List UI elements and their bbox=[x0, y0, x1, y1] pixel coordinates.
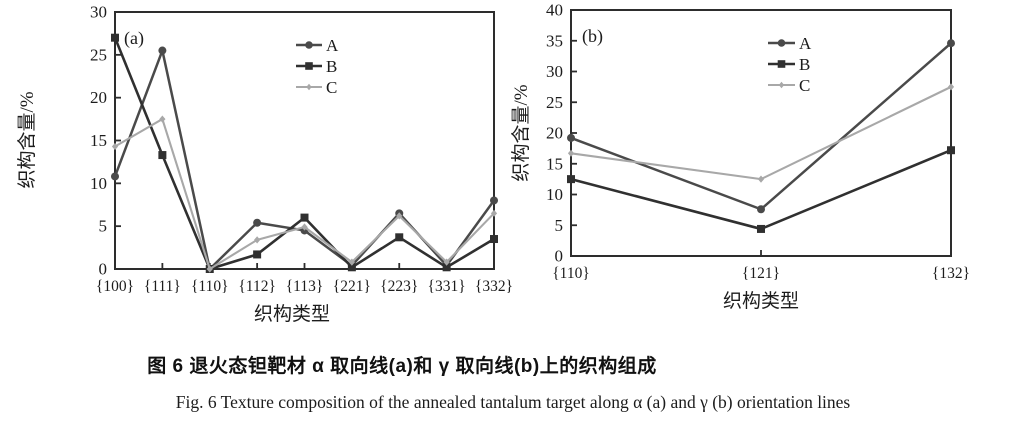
panel-b-ytick-label: 35 bbox=[546, 31, 563, 50]
panel-a-series-A-marker bbox=[111, 172, 119, 181]
panel-a-category-label: {100} bbox=[96, 278, 134, 295]
panel-a-series-B-marker bbox=[442, 263, 451, 272]
panel-a-category-label: {113} bbox=[286, 278, 324, 295]
panel-b-ytick-label: 20 bbox=[546, 124, 563, 143]
panel-a-series-B-marker bbox=[300, 213, 309, 222]
panel-b-series-C-marker bbox=[947, 83, 955, 91]
panel-a-series-B-marker bbox=[158, 151, 167, 160]
panel-a-series-C-marker bbox=[443, 258, 450, 266]
panel-a-series-B-marker bbox=[490, 235, 498, 244]
panel-b-ytick-label: 40 bbox=[546, 1, 563, 20]
panel-a-series-B-marker bbox=[395, 233, 404, 242]
panel-a-ytick-label: 25 bbox=[90, 45, 107, 64]
panel-a-ytick-label: 10 bbox=[90, 174, 107, 193]
panel-b-series-A-marker bbox=[567, 133, 575, 142]
panel-a-series-C-line bbox=[114, 118, 495, 271]
panel-b-ytick-label: 15 bbox=[546, 154, 563, 173]
panel-a-series-B-marker bbox=[347, 263, 356, 272]
legend-a-marker-B bbox=[305, 62, 313, 70]
panel-a-series-A-marker bbox=[158, 46, 167, 55]
panel-b-series-C-marker bbox=[567, 149, 575, 157]
panel-a-series-B-marker bbox=[253, 250, 262, 259]
panel-b-series-B-marker bbox=[567, 175, 575, 184]
panel-a-series-C-marker bbox=[396, 212, 403, 220]
panel-a-series-C-marker bbox=[159, 115, 166, 123]
charts-canvas: 0 5 10 15 20 25 30 {100} {111} {110} {112} {113} {22… bbox=[16, 1, 970, 326]
panel-a-ytick-label: 0 bbox=[99, 260, 108, 279]
panel-a-series-C-marker bbox=[301, 223, 308, 231]
panel-a-ytick-label: 30 bbox=[90, 3, 107, 22]
panel-a: 0 5 10 15 20 25 30 {100} {111} {110} {112} {113} {22… bbox=[16, 3, 513, 326]
legend-a-marker-A bbox=[305, 41, 313, 49]
legend-b-marker-C bbox=[778, 81, 785, 89]
panel-b-label: (b) bbox=[582, 26, 603, 47]
panel-a-category-label: {112} bbox=[238, 278, 276, 295]
panel-a-category-label: {221} bbox=[333, 278, 371, 295]
legend-b-label-B: B bbox=[799, 55, 810, 74]
caption-english: Fig. 6 Texture composition of the anneal… bbox=[175, 392, 851, 412]
panel-a-yaxis-title: 织构含量/% bbox=[16, 91, 38, 188]
panel-a-series-C-marker bbox=[206, 265, 213, 273]
panel-a-series-A-marker bbox=[253, 218, 262, 227]
panel-a-category-label: {111} bbox=[144, 278, 181, 295]
legend-a-label-A: A bbox=[326, 36, 339, 55]
panel-a-series-B-marker bbox=[111, 33, 119, 42]
legend-b-label-C: C bbox=[799, 76, 810, 95]
legend-a-marker-C bbox=[306, 83, 312, 91]
panel-b-ytick-label: 0 bbox=[555, 247, 564, 266]
panel-b-xaxis-title: 织构类型 bbox=[723, 290, 799, 312]
panel-b-series-A-marker bbox=[947, 39, 955, 48]
legend-b-label-A: A bbox=[799, 34, 812, 53]
panel-a-series-C-marker bbox=[490, 209, 498, 217]
panel-b-series-A-marker bbox=[757, 205, 765, 214]
legend-a-label-C: C bbox=[326, 78, 337, 97]
panel-a-label: (a) bbox=[124, 28, 144, 49]
panel-a-ytick-label: 15 bbox=[90, 131, 107, 150]
panel-a-series-C-marker bbox=[254, 236, 261, 244]
panel-a-series-A-line bbox=[113, 49, 496, 271]
panel-a-category-label: {331} bbox=[428, 278, 466, 295]
panel-b-yaxis-title: 织构含量/% bbox=[510, 84, 532, 181]
panel-a-category-label: {223} bbox=[380, 278, 418, 295]
panel-b-frame bbox=[570, 9, 952, 257]
panel-b-ytick-label: 5 bbox=[555, 216, 564, 235]
panel-a-category-label: {110} bbox=[191, 278, 229, 295]
legend-b-marker-A bbox=[777, 39, 786, 47]
caption-chinese: 图 6 退火态钽靶材 α 取向线(a)和 γ 取向线(b)上的织构组成 bbox=[147, 356, 657, 377]
legend-a-label-B: B bbox=[326, 57, 337, 76]
legend-b-marker-B bbox=[777, 60, 786, 68]
panel-b-ytick-label: 10 bbox=[546, 185, 563, 204]
panel-a-series-A-marker bbox=[490, 196, 498, 205]
panel-b-category-label: {121} bbox=[742, 265, 780, 282]
panel-b-series-B-marker bbox=[947, 146, 955, 155]
panel-b-series-C-line bbox=[570, 85, 952, 181]
panel-a-xaxis-title: 织构类型 bbox=[254, 303, 330, 325]
panel-b-series-C-marker bbox=[757, 175, 765, 183]
panel-b-ytick-label: 30 bbox=[546, 62, 563, 81]
panel-a-series-C-marker bbox=[348, 258, 355, 266]
panel-b-category-label: {132} bbox=[932, 265, 970, 282]
panel-a-ytick-label: 5 bbox=[99, 217, 108, 236]
panel-a-ytick-label: 20 bbox=[90, 88, 107, 107]
panel-b-category-label: {110} bbox=[552, 265, 590, 282]
panel-b: 0 5 10 15 20 25 30 35 40 {110} {121} {132} 织构类型 织构含量/… bbox=[510, 1, 970, 313]
panel-b-series-B-marker bbox=[757, 224, 765, 233]
panel-a-category-label: {332} bbox=[475, 278, 513, 295]
panel-b-ytick-label: 25 bbox=[546, 93, 563, 112]
panel-b-series-A-line bbox=[570, 42, 952, 211]
panel-a-series-C-marker bbox=[111, 142, 119, 151]
